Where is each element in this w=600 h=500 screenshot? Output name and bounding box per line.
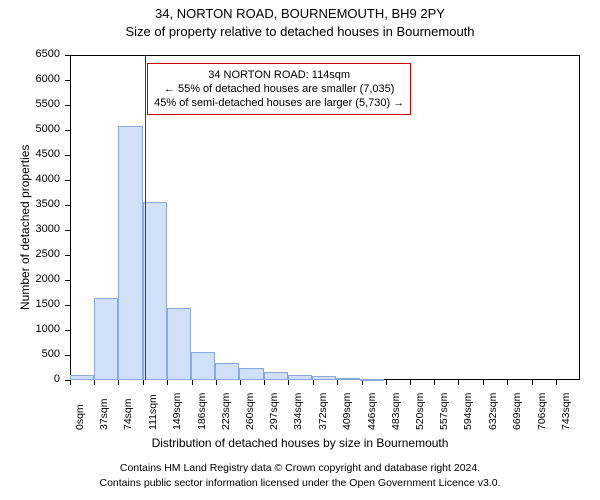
histogram-bar	[70, 375, 94, 380]
y-tick-mark	[65, 80, 70, 81]
x-tick-mark	[118, 380, 119, 385]
x-tick-mark	[483, 380, 484, 385]
histogram-bar	[360, 379, 384, 381]
x-tick-label: 37sqm	[98, 398, 110, 430]
x-tick-label: 409sqm	[341, 393, 353, 430]
y-tick-mark	[65, 130, 70, 131]
y-tick-mark	[65, 305, 70, 306]
x-tick-label: 594sqm	[462, 393, 474, 430]
y-tick-label: 500	[0, 348, 60, 360]
y-tick-mark	[65, 105, 70, 106]
y-tick-label: 1000	[0, 323, 60, 335]
x-tick-mark	[532, 380, 533, 385]
x-tick-label: 669sqm	[511, 393, 523, 430]
footer-line-1: Contains HM Land Registry data © Crown c…	[0, 462, 600, 474]
y-tick-mark	[65, 205, 70, 206]
y-tick-mark	[65, 155, 70, 156]
x-tick-label: 111sqm	[147, 394, 159, 430]
x-tick-mark	[313, 380, 314, 385]
y-tick-mark	[65, 255, 70, 256]
histogram-bar	[336, 378, 360, 381]
x-tick-label: 260sqm	[244, 393, 256, 430]
x-tick-label: 520sqm	[414, 393, 426, 430]
property-marker-line	[145, 55, 146, 380]
y-tick-label: 6500	[0, 48, 60, 60]
y-tick-mark	[65, 280, 70, 281]
x-tick-label: 372sqm	[317, 393, 329, 430]
x-tick-mark	[556, 380, 557, 385]
x-tick-mark	[192, 380, 193, 385]
x-tick-mark	[410, 380, 411, 385]
x-tick-mark	[362, 380, 363, 385]
x-tick-mark	[337, 380, 338, 385]
histogram-bar	[167, 308, 191, 380]
y-tick-mark	[65, 55, 70, 56]
x-axis-label: Distribution of detached houses by size …	[0, 436, 600, 450]
footer-line-2: Contains public sector information licen…	[0, 477, 600, 489]
y-tick-mark	[65, 330, 70, 331]
y-tick-mark	[65, 180, 70, 181]
x-tick-label: 297sqm	[268, 393, 280, 430]
y-axis-label: Number of detached properties	[18, 145, 32, 310]
x-tick-mark	[216, 380, 217, 385]
y-tick-mark	[65, 230, 70, 231]
callout-line: 45% of semi-detached houses are larger (…	[154, 96, 404, 110]
page-title: 34, NORTON ROAD, BOURNEMOUTH, BH9 2PY	[0, 6, 600, 21]
histogram-bar	[288, 375, 312, 381]
x-tick-mark	[70, 380, 71, 385]
x-tick-label: 446sqm	[366, 393, 378, 430]
histogram-bar	[191, 352, 215, 381]
property-callout: 34 NORTON ROAD: 114sqm← 55% of detached …	[147, 63, 411, 115]
x-tick-label: 0sqm	[74, 404, 86, 430]
x-tick-label: 149sqm	[171, 393, 183, 430]
x-tick-mark	[264, 380, 265, 385]
x-tick-mark	[507, 380, 508, 385]
histogram-bar	[312, 376, 336, 381]
y-tick-mark	[65, 355, 70, 356]
x-tick-mark	[288, 380, 289, 385]
x-tick-mark	[143, 380, 144, 385]
histogram-bar	[118, 126, 142, 380]
x-tick-mark	[240, 380, 241, 385]
x-tick-mark	[94, 380, 95, 385]
x-tick-label: 483sqm	[390, 393, 402, 430]
y-tick-label: 5000	[0, 123, 60, 135]
histogram-bar	[239, 368, 263, 380]
y-tick-label: 6000	[0, 73, 60, 85]
x-tick-label: 743sqm	[560, 393, 572, 430]
y-tick-label: 5500	[0, 98, 60, 110]
x-tick-label: 706sqm	[536, 393, 548, 430]
callout-line: ← 55% of detached houses are smaller (7,…	[154, 82, 404, 96]
histogram-bar	[94, 298, 118, 381]
x-tick-label: 223sqm	[220, 393, 232, 430]
histogram-bar	[264, 372, 288, 380]
histogram-bar	[215, 363, 239, 381]
x-tick-label: 74sqm	[122, 398, 134, 430]
x-tick-mark	[434, 380, 435, 385]
x-tick-label: 632sqm	[487, 393, 499, 430]
x-tick-mark	[386, 380, 387, 385]
x-tick-label: 186sqm	[196, 393, 208, 430]
x-tick-mark	[458, 380, 459, 385]
page-subtitle: Size of property relative to detached ho…	[0, 24, 600, 39]
x-tick-label: 557sqm	[438, 393, 450, 430]
histogram-bar	[143, 202, 167, 380]
x-tick-label: 334sqm	[292, 393, 304, 430]
y-tick-label: 0	[0, 373, 60, 385]
callout-line: 34 NORTON ROAD: 114sqm	[154, 68, 404, 82]
x-tick-mark	[167, 380, 168, 385]
